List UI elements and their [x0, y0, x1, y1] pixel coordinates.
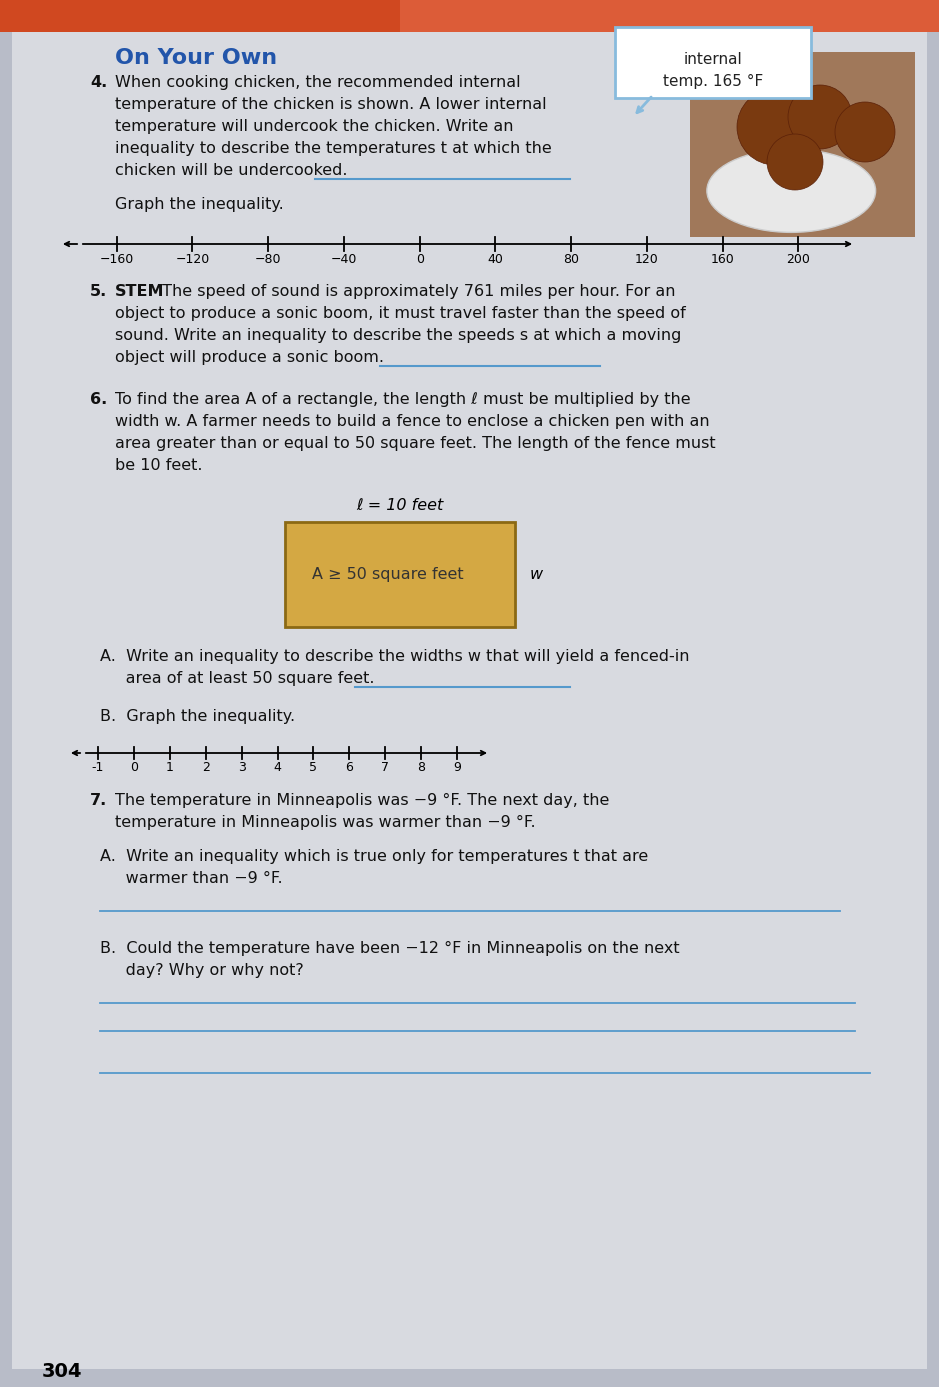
Text: temperature of the chicken is shown. A lower internal: temperature of the chicken is shown. A l…	[115, 97, 546, 112]
Text: 1: 1	[166, 761, 174, 774]
Text: 5: 5	[310, 761, 317, 774]
Text: The temperature in Minneapolis was −9 °F. The next day, the: The temperature in Minneapolis was −9 °F…	[115, 793, 609, 809]
Text: 6.: 6.	[90, 393, 107, 406]
Bar	[285, 522, 515, 627]
Text: 7: 7	[381, 761, 390, 774]
Text: To find the area A of a rectangle, the length ℓ must be multiplied by the: To find the area A of a rectangle, the l…	[115, 393, 690, 406]
Text: area greater than or equal to 50 square feet. The length of the fence must: area greater than or equal to 50 square …	[115, 436, 716, 451]
Bar	[400, 0, 939, 32]
Text: 5.: 5.	[90, 284, 107, 300]
Text: temperature will undercook the chicken. Write an: temperature will undercook the chicken. …	[115, 119, 514, 135]
Text: area of at least 50 square feet.: area of at least 50 square feet.	[100, 671, 375, 687]
Text: A.  Write an inequality which is true only for temperatures t that are: A. Write an inequality which is true onl…	[100, 849, 648, 864]
Text: 160: 160	[711, 252, 734, 266]
Bar	[0, 0, 939, 32]
Text: Graph the inequality.: Graph the inequality.	[115, 197, 284, 212]
Text: inequality to describe the temperatures t at which the: inequality to describe the temperatures …	[115, 141, 552, 155]
Text: object will produce a sonic boom.: object will produce a sonic boom.	[115, 350, 384, 365]
Circle shape	[788, 85, 852, 148]
Text: temperature in Minneapolis was warmer than −9 °F.: temperature in Minneapolis was warmer th…	[115, 816, 535, 829]
Text: 0: 0	[130, 761, 138, 774]
Text: A ≥ 50 square feet: A ≥ 50 square feet	[312, 567, 464, 583]
Text: day? Why or why not?: day? Why or why not?	[100, 963, 303, 978]
Text: 6: 6	[346, 761, 353, 774]
Text: internal: internal	[684, 51, 743, 67]
Text: width w. A farmer needs to build a fence to enclose a chicken pen with an: width w. A farmer needs to build a fence…	[115, 413, 710, 429]
Text: −120: −120	[176, 252, 209, 266]
FancyBboxPatch shape	[615, 26, 811, 98]
Circle shape	[767, 135, 823, 190]
Text: The speed of sound is approximately 761 miles per hour. For an: The speed of sound is approximately 761 …	[157, 284, 675, 300]
Text: chicken will be undercooked.: chicken will be undercooked.	[115, 164, 347, 178]
Circle shape	[835, 103, 895, 162]
Text: −40: −40	[331, 252, 357, 266]
Text: ℓ = 10 feet: ℓ = 10 feet	[357, 498, 443, 513]
Text: temp. 165 °F: temp. 165 °F	[663, 74, 763, 89]
Text: On Your Own: On Your Own	[115, 49, 277, 68]
Text: -1: -1	[92, 761, 104, 774]
Text: 4.: 4.	[90, 75, 107, 90]
Text: B.  Graph the inequality.: B. Graph the inequality.	[100, 709, 295, 724]
Text: sound. Write an inequality to describe the speeds s at which a moving: sound. Write an inequality to describe t…	[115, 327, 682, 343]
Text: 4: 4	[273, 761, 282, 774]
Text: When cooking chicken, the recommended internal: When cooking chicken, the recommended in…	[115, 75, 520, 90]
Text: 8: 8	[417, 761, 425, 774]
Bar	[690, 51, 915, 237]
Text: STEM: STEM	[115, 284, 164, 300]
Text: A.  Write an inequality to describe the widths w that will yield a fenced-in: A. Write an inequality to describe the w…	[100, 649, 689, 664]
Text: w: w	[530, 567, 543, 583]
Text: warmer than −9 °F.: warmer than −9 °F.	[100, 871, 283, 886]
Text: 304: 304	[42, 1362, 83, 1381]
Text: 120: 120	[635, 252, 659, 266]
Text: 3: 3	[238, 761, 245, 774]
Text: 80: 80	[563, 252, 579, 266]
Text: 0: 0	[416, 252, 423, 266]
Text: −80: −80	[254, 252, 282, 266]
Ellipse shape	[707, 150, 876, 233]
Text: B.  Could the temperature have been −12 °F in Minneapolis on the next: B. Could the temperature have been −12 °…	[100, 940, 680, 956]
Text: object to produce a sonic boom, it must travel faster than the speed of: object to produce a sonic boom, it must …	[115, 307, 685, 320]
Text: −160: −160	[100, 252, 133, 266]
Circle shape	[737, 89, 813, 165]
Text: 9: 9	[454, 761, 461, 774]
Text: 2: 2	[202, 761, 209, 774]
Text: 7.: 7.	[90, 793, 107, 809]
Text: 200: 200	[786, 252, 810, 266]
Text: be 10 feet.: be 10 feet.	[115, 458, 203, 473]
Text: 40: 40	[487, 252, 503, 266]
